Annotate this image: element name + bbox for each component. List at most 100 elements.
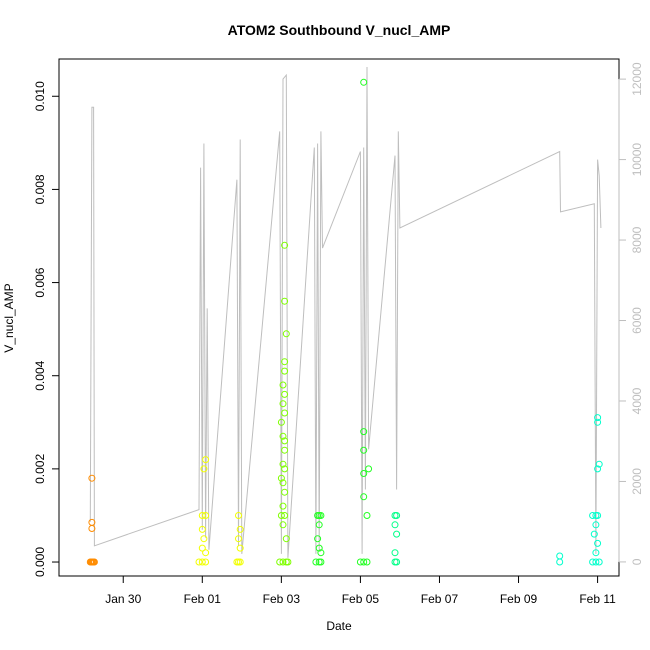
- data-point: [281, 390, 289, 398]
- data-point: [360, 470, 368, 477]
- data-point: [391, 549, 399, 557]
- data-point: [281, 358, 289, 366]
- data-point: [360, 558, 368, 566]
- data-point: [281, 465, 289, 473]
- line-layer: [89, 66, 602, 558]
- x-tick-label: Jan 30: [105, 592, 141, 606]
- x-axis-label: Date: [326, 619, 352, 633]
- data-point: [393, 558, 401, 566]
- y2-tick-label: 4000: [630, 387, 644, 414]
- x-tick-label: Feb 03: [263, 592, 301, 606]
- data-point: [356, 558, 364, 566]
- data-point: [202, 512, 210, 519]
- data-point: [282, 330, 290, 338]
- data-point: [236, 544, 244, 552]
- y-tick-label: 0.008: [33, 174, 47, 204]
- point-layer: [86, 78, 603, 566]
- data-point: [589, 512, 597, 519]
- data-point: [281, 409, 289, 417]
- data-point: [391, 521, 399, 529]
- data-point: [281, 367, 289, 375]
- data-point: [195, 558, 203, 566]
- data-point: [556, 558, 564, 566]
- data-point: [592, 558, 600, 566]
- data-point: [202, 456, 210, 464]
- y-axis-label: V_nucl_AMP: [2, 283, 16, 352]
- data-point: [276, 558, 284, 566]
- data-point: [360, 493, 368, 501]
- data-point: [236, 525, 244, 533]
- data-point: [279, 479, 287, 487]
- data-point: [281, 297, 289, 305]
- y-tick-label: 0.010: [33, 81, 47, 111]
- y2-tick-label: 2000: [630, 468, 644, 495]
- data-point: [317, 558, 325, 566]
- data-point: [202, 549, 210, 557]
- data-point: [592, 549, 600, 557]
- data-point: [317, 549, 325, 557]
- x-tick-label: Feb 07: [421, 592, 459, 606]
- data-point: [595, 460, 603, 468]
- axis-layer: Jan 30 Feb 01 Feb 03 Feb 05 Feb 07 Feb 09 Feb …: [33, 62, 644, 606]
- y2-tick-label: 8000: [630, 226, 644, 253]
- data-point: [590, 530, 598, 538]
- data-point: [589, 558, 597, 566]
- data-point: [594, 539, 602, 547]
- data-point: [279, 502, 287, 510]
- data-point: [279, 400, 287, 408]
- y-tick-label: 0.002: [33, 454, 47, 484]
- data-point: [236, 558, 244, 566]
- data-point: [235, 512, 242, 519]
- data-point: [277, 474, 285, 482]
- data-point: [594, 418, 602, 426]
- data-point: [200, 535, 208, 543]
- data-point: [595, 558, 603, 566]
- data-point: [315, 521, 323, 529]
- x-tick-label: Feb 09: [500, 592, 538, 606]
- data-point: [594, 465, 602, 473]
- data-point: [279, 558, 287, 566]
- data-point: [592, 521, 600, 529]
- plot-frame: [58, 58, 620, 577]
- y-tick-label: 0.004: [33, 360, 47, 390]
- x-tick-label: Feb 11: [579, 592, 616, 606]
- data-point: [198, 558, 206, 566]
- data-point: [90, 558, 98, 566]
- data-point: [556, 552, 564, 560]
- data-point: [317, 512, 325, 519]
- data-point: [281, 512, 289, 519]
- y-tick-label: 0.006: [33, 267, 47, 297]
- data-point: [88, 474, 96, 482]
- data-point: [277, 418, 285, 426]
- y2-tick-label: 0: [630, 558, 644, 565]
- y2-tick-label: 12000: [630, 62, 644, 96]
- data-point: [360, 446, 368, 454]
- data-point: [281, 241, 289, 249]
- y2-tick-label: 6000: [630, 307, 644, 334]
- data-point: [202, 558, 210, 566]
- data-point: [363, 558, 371, 566]
- data-point: [279, 381, 287, 389]
- data-point: [279, 460, 287, 468]
- secondary-series-line: [89, 66, 602, 558]
- data-point: [200, 465, 208, 473]
- chart-title: ATOM2 Southbound V_nucl_AMP: [228, 22, 451, 38]
- data-point: [594, 512, 602, 519]
- data-point: [198, 512, 206, 519]
- data-point: [393, 512, 401, 519]
- data-point: [284, 558, 292, 566]
- data-point: [277, 512, 285, 519]
- data-point: [198, 544, 206, 552]
- x-tick-label: Feb 01: [184, 592, 222, 606]
- data-point: [281, 446, 289, 454]
- data-point: [393, 530, 401, 538]
- y2-tick-label: 10000: [630, 143, 644, 177]
- data-point: [279, 521, 287, 529]
- data-point: [594, 414, 602, 422]
- data-point: [282, 535, 290, 543]
- data-point: [279, 432, 287, 440]
- data-point: [314, 535, 322, 543]
- data-point: [315, 544, 323, 552]
- data-point: [365, 465, 373, 473]
